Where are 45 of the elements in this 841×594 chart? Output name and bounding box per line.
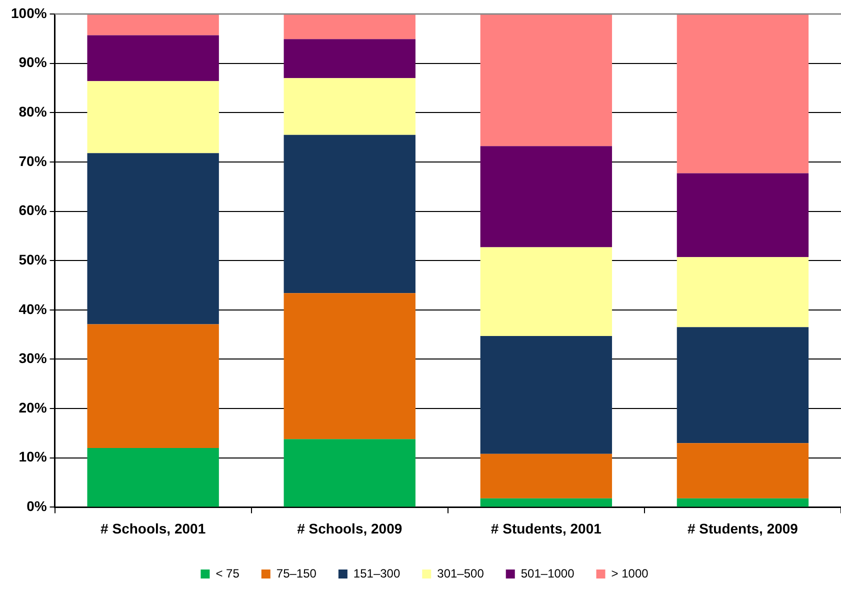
bar (284, 134, 416, 294)
y-tick-label: 30% (18, 350, 48, 366)
bar (676, 14, 809, 174)
legend-label: 301–500 (437, 566, 484, 580)
y-tick-label: 100% (10, 4, 48, 21)
bar (284, 293, 416, 440)
bar (480, 498, 612, 507)
bar (480, 336, 612, 454)
y-tick-label: 0% (26, 498, 48, 514)
y-tick-label: 20% (18, 399, 48, 416)
y-tick-label: 10% (18, 448, 48, 465)
x-tick-label: # Students, 2009 (687, 520, 798, 536)
bar (676, 327, 809, 444)
legend-label: 75–150 (276, 566, 317, 580)
legend-label: < 75 (216, 566, 240, 580)
bar (676, 173, 809, 258)
legend-label: 501–1000 (520, 566, 575, 580)
y-tick-label: 60% (18, 202, 48, 218)
bar (284, 78, 416, 135)
bar (87, 324, 219, 448)
bar (480, 247, 612, 336)
y-tick-label: 80% (18, 104, 48, 120)
x-tick-label: # Schools, 2001 (100, 520, 206, 536)
bar (284, 14, 416, 40)
bar (87, 35, 219, 82)
legend-label: 151–300 (353, 566, 400, 580)
x-tick-label: # Students, 2001 (490, 520, 602, 536)
bar (676, 443, 809, 498)
bar (480, 454, 612, 498)
x-tick-label: # Schools, 2009 (297, 520, 402, 536)
bar (87, 81, 219, 154)
bar (87, 153, 219, 324)
bar (676, 498, 809, 507)
bar (480, 146, 612, 248)
y-tick-label: 90% (18, 54, 48, 70)
y-tick-label: 40% (18, 300, 48, 317)
y-tick-label: 70% (18, 152, 48, 169)
bar (87, 14, 219, 36)
bar (87, 448, 219, 507)
bar (284, 39, 416, 78)
bar (480, 14, 612, 146)
y-tick-label: 50% (18, 251, 48, 268)
bar (284, 439, 416, 507)
bar (676, 257, 809, 328)
legend-label: > 1000 (611, 566, 649, 580)
